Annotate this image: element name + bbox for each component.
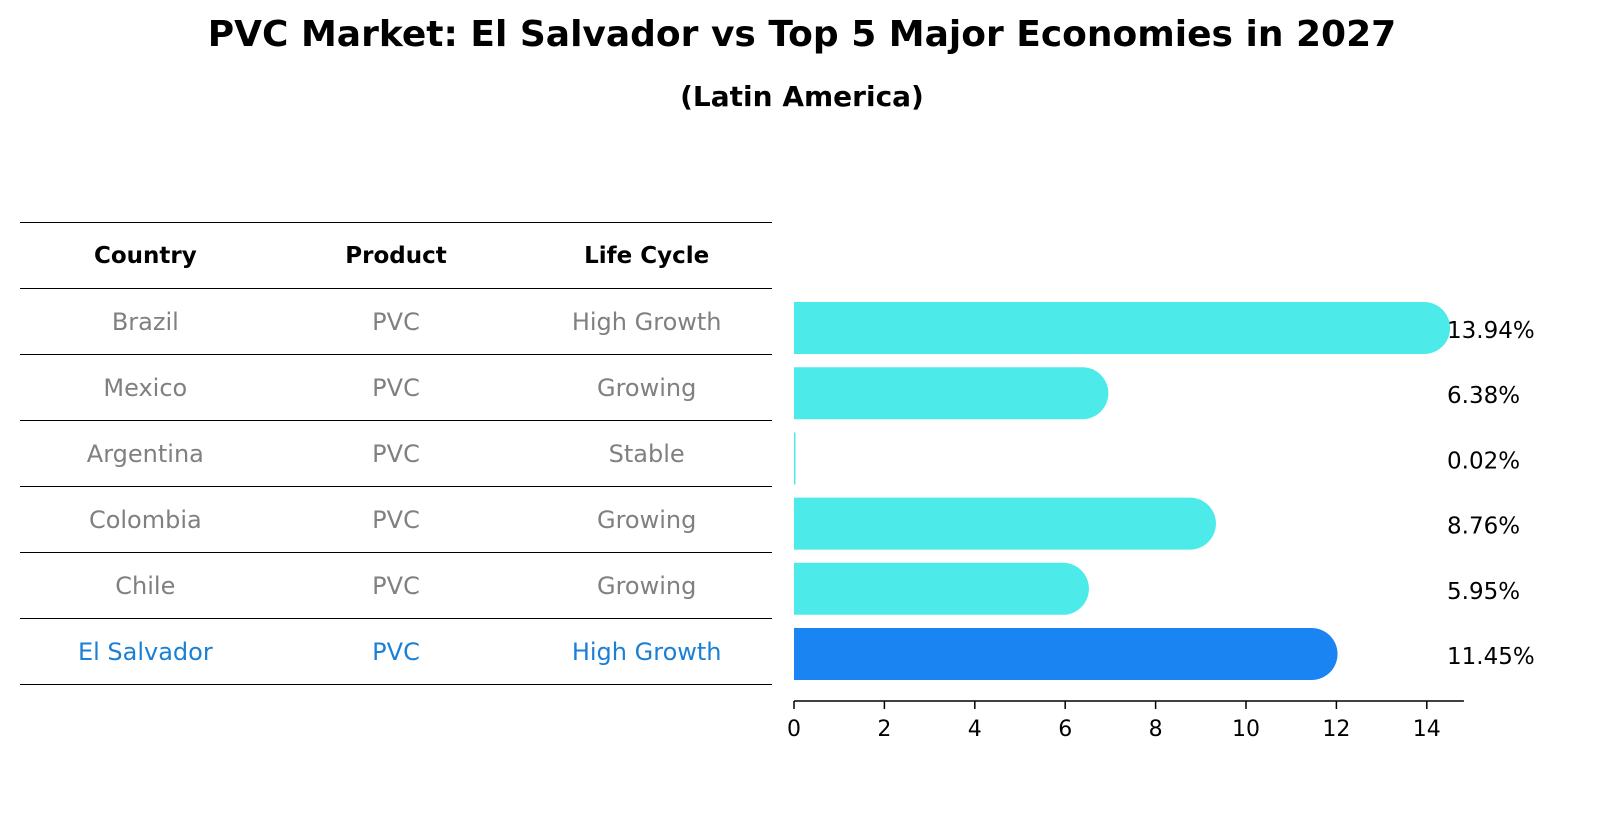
data-label: 13.94%: [1447, 318, 1535, 344]
cell-life-cycle: Growing: [596, 373, 697, 402]
chart-title: PVC Market: El Salvador vs Top 5 Major E…: [207, 14, 1397, 55]
bar-colombia: [794, 497, 1216, 550]
x-tick-label: 2: [877, 717, 891, 742]
table-header-row: Country Product Life Cycle: [20, 223, 772, 289]
x-tick-label: 12: [1322, 717, 1350, 742]
cell-life-cycle: High Growth: [571, 637, 722, 666]
table-row: Brazil PVC High Growth: [20, 289, 772, 355]
table-row: Colombia PVC Growing: [20, 487, 772, 553]
bar-chart: 13.94% 6.38% 0.02% 8.76% 5.95% 11.45% 0 2 4 6 8 10 1…: [787, 302, 1535, 742]
header-life-cycle: Life Cycle: [584, 242, 710, 269]
bar-mexico: [794, 367, 1109, 420]
data-label: 8.76%: [1447, 514, 1520, 540]
x-tick-label: 6: [1058, 717, 1072, 742]
x-tick-label: 4: [968, 717, 982, 742]
cell-country: Colombia: [88, 505, 202, 534]
cell-product: PVC: [372, 373, 420, 402]
cell-product: PVC: [372, 637, 420, 666]
data-label: 0.02%: [1447, 448, 1520, 474]
chart-subtitle: (Latin America): [680, 80, 924, 113]
cell-country: Mexico: [103, 373, 188, 402]
bar-chile: [794, 562, 1089, 615]
table-row: Mexico PVC Growing: [20, 355, 772, 421]
data-label: 5.95%: [1447, 579, 1520, 605]
cell-life-cycle: Growing: [596, 505, 697, 534]
header-country: Country: [93, 242, 197, 269]
cell-country: Brazil: [111, 307, 179, 336]
cell-country: Argentina: [86, 439, 204, 468]
data-label: 11.45%: [1447, 644, 1535, 670]
cell-life-cycle: Growing: [596, 571, 697, 600]
bar-argentina: [794, 432, 796, 485]
data-label: 6.38%: [1447, 383, 1520, 409]
cell-product: PVC: [372, 439, 420, 468]
cell-life-cycle: High Growth: [571, 307, 722, 336]
x-tick-label: 10: [1232, 717, 1260, 742]
cell-product: PVC: [372, 307, 420, 336]
cell-product: PVC: [372, 571, 420, 600]
cell-life-cycle: Stable: [608, 439, 685, 468]
table-row: Chile PVC Growing: [20, 553, 772, 619]
country-table: Country Product Life Cycle Brazil PVC Hi…: [20, 222, 772, 685]
table-row-highlighted: El Salvador PVC High Growth: [20, 619, 772, 685]
x-tick-label: 0: [787, 717, 801, 742]
bar-brazil: [794, 302, 1451, 354]
header-product: Product: [345, 242, 447, 269]
cell-country: Chile: [115, 571, 176, 600]
cell-country: El Salvador: [77, 637, 213, 666]
x-tick-label: 8: [1149, 717, 1163, 742]
cell-product: PVC: [372, 505, 420, 534]
x-tick-label: 14: [1413, 717, 1441, 742]
table-row: Argentina PVC Stable: [20, 421, 772, 487]
bar-el-salvador: [794, 628, 1338, 680]
